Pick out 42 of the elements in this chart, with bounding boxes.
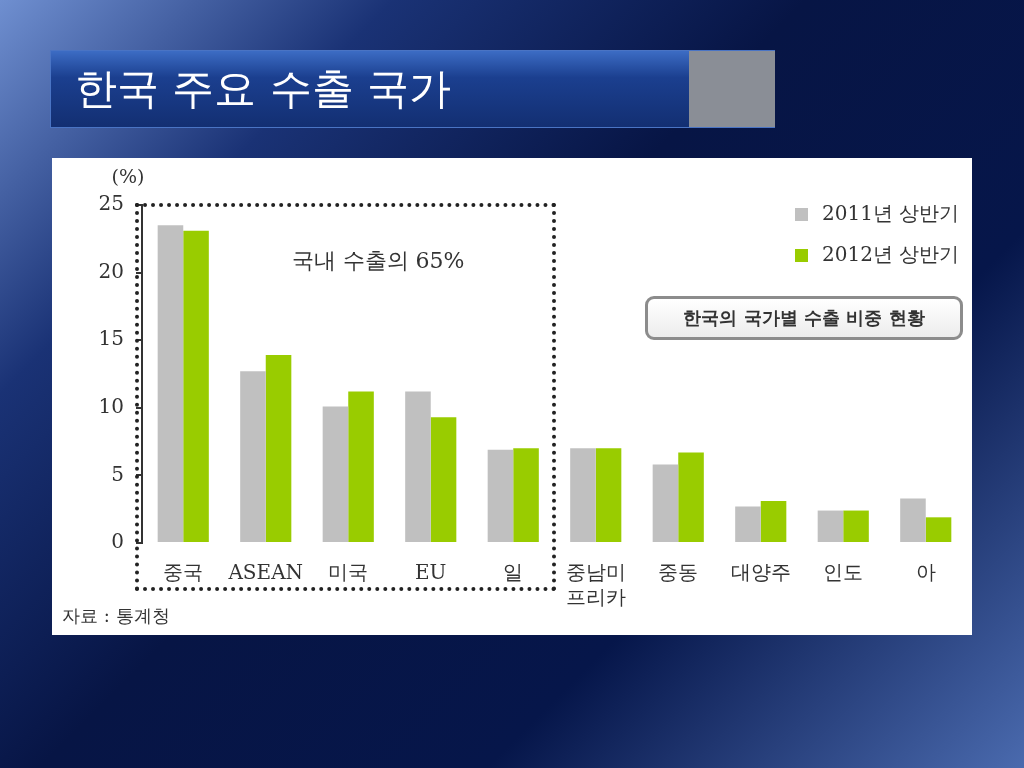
bar xyxy=(900,498,926,542)
x-tick-label: 미국 xyxy=(328,559,369,584)
x-tick-label: 중국 xyxy=(163,559,204,584)
x-tick-label: 중남미 프리카 xyxy=(565,559,626,609)
bar xyxy=(735,506,761,542)
y-tick-label: 25 xyxy=(98,191,124,216)
bar xyxy=(405,391,431,542)
bar xyxy=(925,517,952,542)
chart-title: 한국 주요 수출 국가 xyxy=(75,63,452,115)
text: 자료 : 통계청 xyxy=(62,604,170,626)
bar xyxy=(240,371,266,542)
annotation: 국내 수출의 65% xyxy=(291,247,465,273)
bar xyxy=(183,230,209,542)
bar xyxy=(652,464,679,542)
bar xyxy=(487,449,514,542)
bar xyxy=(760,501,787,542)
x-tick-label: 일 xyxy=(503,559,524,584)
y-tick-label: 15 xyxy=(98,326,124,351)
bar xyxy=(265,355,292,542)
bar xyxy=(157,225,184,542)
y-tick-label: 0 xyxy=(111,529,124,554)
y-tick-label: 20 xyxy=(98,258,124,283)
legend-label: 2012년 상반기 xyxy=(822,242,960,267)
x-tick-label: 인도 xyxy=(823,559,864,584)
bar xyxy=(570,448,596,542)
legend-label: 2011년 상반기 xyxy=(822,201,960,226)
bar xyxy=(595,448,622,542)
bar xyxy=(817,510,844,542)
bar xyxy=(348,391,374,542)
y-tick-label: 5 xyxy=(111,461,124,486)
y-tick-label: 10 xyxy=(98,394,124,418)
bar xyxy=(843,510,869,542)
bar xyxy=(513,448,539,542)
x-tick-label: 아 xyxy=(915,559,936,584)
bar xyxy=(678,452,704,542)
x-tick-label: ASEAN xyxy=(227,559,304,584)
y-axis-title: (%) xyxy=(111,164,145,187)
x-tick-label: EU xyxy=(415,559,447,584)
bar xyxy=(430,417,457,542)
bar xyxy=(322,406,349,542)
x-tick-label: 중동 xyxy=(658,559,699,584)
x-tick-label: 대양주 xyxy=(730,559,791,584)
